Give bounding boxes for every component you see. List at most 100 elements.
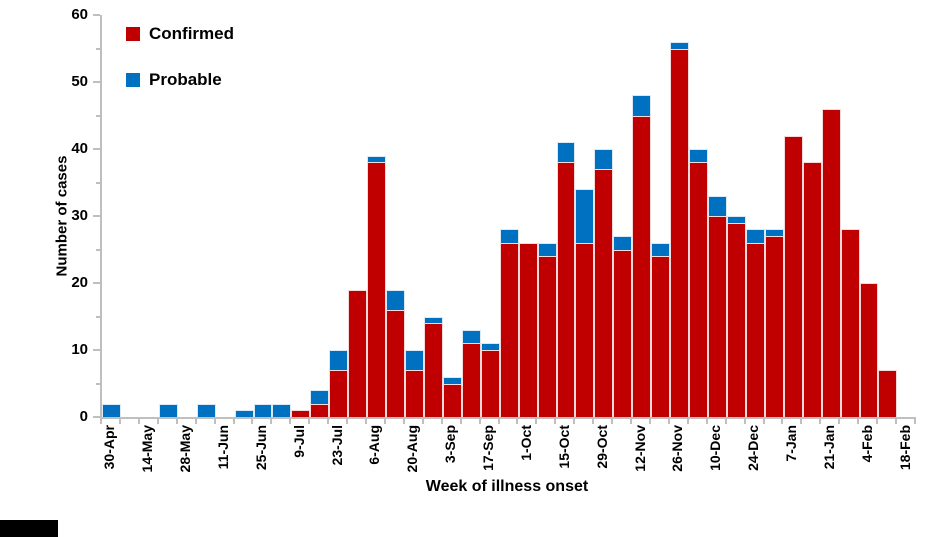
y-axis-major-tick bbox=[93, 81, 100, 83]
bar-column bbox=[575, 15, 595, 417]
confirmed-bar-segment bbox=[575, 242, 595, 417]
bar-column bbox=[594, 15, 614, 417]
x-axis-tick bbox=[119, 419, 121, 424]
x-axis-tick bbox=[346, 419, 348, 424]
confirmed-bar-segment bbox=[670, 48, 690, 417]
confirmed-bar-segment bbox=[613, 249, 633, 417]
bar-column bbox=[897, 15, 916, 417]
bar-column bbox=[442, 15, 462, 417]
x-axis-tick bbox=[214, 419, 216, 424]
confirmed-bar-segment bbox=[594, 169, 614, 417]
bar-column bbox=[386, 15, 405, 417]
probable-bar-segment bbox=[689, 149, 708, 163]
x-axis-tick bbox=[100, 419, 102, 424]
probable-bar-segment bbox=[480, 343, 500, 350]
bar-column bbox=[499, 15, 519, 417]
bar-column bbox=[670, 15, 690, 417]
plot-area bbox=[100, 15, 916, 419]
bar-column bbox=[821, 15, 841, 417]
x-axis-tick bbox=[195, 419, 197, 424]
confirmed-bar-segment bbox=[802, 162, 822, 417]
probable-bar-segment bbox=[499, 229, 519, 243]
confirmed-bar-segment bbox=[745, 242, 765, 417]
confirmed-bar-segment bbox=[632, 115, 652, 417]
y-axis-tick-label: 0 bbox=[79, 408, 88, 425]
confirmed-bar-segment bbox=[518, 242, 538, 417]
x-axis-tick bbox=[649, 419, 651, 424]
x-axis-tick bbox=[138, 419, 140, 424]
confirmed-bar-segment bbox=[442, 383, 462, 417]
x-axis-tick bbox=[781, 419, 783, 424]
bar-column bbox=[405, 15, 424, 417]
y-axis-major-tick bbox=[93, 282, 100, 284]
confirmed-bar-segment bbox=[480, 350, 500, 417]
x-axis-tick bbox=[535, 419, 537, 424]
bar-series-container bbox=[102, 15, 916, 417]
x-axis-tick bbox=[800, 419, 802, 424]
probable-bar-segment bbox=[613, 236, 633, 250]
x-axis-tick bbox=[233, 419, 235, 424]
confirmed-bar-segment bbox=[329, 370, 349, 417]
x-axis-tick bbox=[176, 419, 178, 424]
confirmed-bar-segment bbox=[291, 410, 311, 417]
probable-bar-segment bbox=[234, 410, 254, 417]
x-axis-tick bbox=[687, 419, 689, 424]
x-axis-tick bbox=[403, 419, 405, 424]
bar-column bbox=[632, 15, 652, 417]
confirmed-bar-segment bbox=[689, 162, 708, 417]
bar-column bbox=[310, 15, 330, 417]
bar-column bbox=[840, 15, 860, 417]
probable-bar-segment bbox=[102, 403, 121, 417]
x-axis-tick bbox=[592, 419, 594, 424]
probable-bar-segment bbox=[708, 195, 727, 216]
probable-bar-segment bbox=[310, 390, 330, 404]
bar-column bbox=[745, 15, 765, 417]
confirmed-bar-segment bbox=[537, 256, 557, 417]
y-axis-minor-tick bbox=[96, 248, 100, 251]
probable-bar-segment bbox=[158, 403, 178, 417]
confirmed-bar-segment bbox=[651, 256, 671, 417]
bar-column bbox=[348, 15, 368, 417]
confirmed-bar-segment bbox=[386, 309, 405, 417]
probable-bar-segment bbox=[651, 242, 671, 257]
y-axis-major-tick bbox=[93, 215, 100, 217]
bar-column bbox=[253, 15, 273, 417]
confirmed-bar-segment bbox=[405, 370, 424, 417]
x-axis-tick bbox=[630, 419, 632, 424]
x-axis-tick bbox=[914, 419, 916, 424]
bar-column bbox=[651, 15, 671, 417]
probable-bar-segment bbox=[670, 41, 690, 49]
bar-column bbox=[764, 15, 784, 417]
y-axis-tick-label: 50 bbox=[71, 73, 88, 90]
probable-bar-segment bbox=[632, 95, 652, 116]
bar-column bbox=[859, 15, 879, 417]
x-axis-tick bbox=[289, 419, 291, 424]
bar-column bbox=[783, 15, 803, 417]
bar-column bbox=[708, 15, 727, 417]
probable-bar-segment bbox=[367, 155, 387, 163]
probable-bar-segment bbox=[575, 189, 595, 243]
x-axis-tick bbox=[422, 419, 424, 424]
bar-column bbox=[613, 15, 633, 417]
probable-bar-segment bbox=[423, 316, 443, 324]
x-axis-tick bbox=[611, 419, 613, 424]
x-axis-tick bbox=[365, 419, 367, 424]
y-axis-tick-label: 10 bbox=[71, 341, 88, 358]
confirmed-bar-segment bbox=[708, 216, 727, 417]
x-axis-tick bbox=[725, 419, 727, 424]
bar-column bbox=[802, 15, 822, 417]
y-axis-tick-label: 30 bbox=[71, 207, 88, 224]
x-axis-tick bbox=[706, 419, 708, 424]
bar-column bbox=[291, 15, 311, 417]
probable-bar-segment bbox=[461, 329, 481, 344]
confirmed-bar-segment bbox=[367, 162, 387, 417]
confirmed-bar-segment bbox=[499, 242, 519, 417]
bar-column bbox=[272, 15, 292, 417]
bar-column bbox=[367, 15, 387, 417]
x-axis-tick bbox=[251, 419, 253, 424]
x-axis-tick bbox=[895, 419, 897, 424]
legend-item-probable: Probable bbox=[126, 70, 234, 90]
x-axis-tick bbox=[270, 419, 272, 424]
bar-column bbox=[689, 15, 708, 417]
